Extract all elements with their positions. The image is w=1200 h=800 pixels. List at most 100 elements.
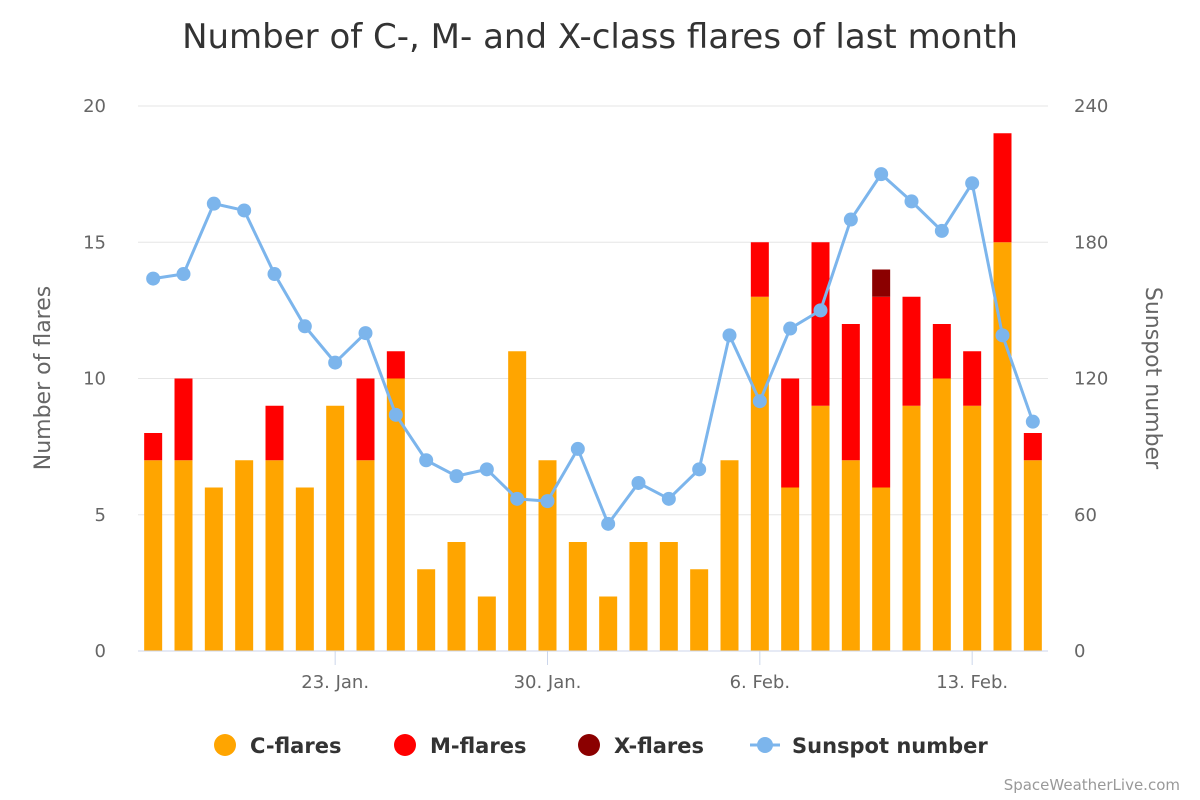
sunspot-point[interactable] <box>631 475 646 490</box>
x-tick-label: 23. Jan. <box>301 672 369 693</box>
c-flare-bar[interactable] <box>326 405 345 651</box>
legend-marker <box>757 737 773 753</box>
m-flare-bar[interactable] <box>993 133 1012 243</box>
m-flare-bar[interactable] <box>872 296 891 488</box>
sunspot-point[interactable] <box>540 494 555 509</box>
m-flare-bar[interactable] <box>386 351 405 379</box>
c-flare-bar[interactable] <box>599 596 618 652</box>
m-flare-bar[interactable] <box>781 378 800 488</box>
legend-c-flares[interactable]: C-flares <box>214 734 341 758</box>
legend-sunspot[interactable]: Sunspot number <box>750 734 988 758</box>
c-flare-bar[interactable] <box>659 542 678 651</box>
right-tick-label: 60 <box>1074 505 1097 526</box>
flare-bars <box>144 133 1042 651</box>
c-flare-bar[interactable] <box>174 460 193 651</box>
c-flare-bar[interactable] <box>811 405 830 651</box>
sunspot-point[interactable] <box>570 441 585 456</box>
x-axis: 23. Jan. 30. Jan. 6. Feb. 13. Feb. <box>138 650 1048 693</box>
sunspot-point[interactable] <box>752 394 767 409</box>
c-flare-bar[interactable] <box>902 405 921 651</box>
right-tick-label: 180 <box>1074 232 1108 253</box>
c-flare-bar[interactable] <box>1023 460 1042 651</box>
sunspot-point[interactable] <box>965 176 980 191</box>
sunspot-point[interactable] <box>176 267 191 282</box>
sunspot-point[interactable] <box>934 223 949 238</box>
c-flare-bar[interactable] <box>690 569 709 651</box>
c-flare-bar[interactable] <box>750 296 769 651</box>
sunspot-point[interactable] <box>449 469 464 484</box>
sunspot-point[interactable] <box>661 491 676 506</box>
legend-marker <box>578 734 600 756</box>
m-flare-bar[interactable] <box>144 433 163 461</box>
m-flare-bar[interactable] <box>902 296 921 406</box>
legend-label: M-flares <box>430 734 526 758</box>
sunspot-point[interactable] <box>995 328 1010 343</box>
sunspot-point[interactable] <box>146 271 161 286</box>
x-tick-label: 6. Feb. <box>730 672 791 693</box>
sunspot-point[interactable] <box>297 319 312 334</box>
sunspot-point[interactable] <box>874 167 889 182</box>
x-tick-label: 13. Feb. <box>936 672 1008 693</box>
sunspot-point[interactable] <box>479 462 494 477</box>
c-flare-bar[interactable] <box>204 487 223 652</box>
c-flare-bar[interactable] <box>963 405 982 651</box>
sunspot-point[interactable] <box>237 203 252 218</box>
m-flare-bar[interactable] <box>750 242 769 297</box>
m-flare-bar[interactable] <box>356 378 375 461</box>
gridlines <box>138 105 1048 516</box>
sunspot-point[interactable] <box>783 321 798 336</box>
sunspot-point[interactable] <box>843 212 858 227</box>
c-flare-bar[interactable] <box>447 542 466 651</box>
c-flare-bar[interactable] <box>295 487 314 652</box>
left-tick-label: 10 <box>83 369 106 390</box>
c-flare-bar[interactable] <box>872 487 891 652</box>
credits[interactable]: SpaceWeatherLive.com <box>1004 776 1180 794</box>
c-flare-bar[interactable] <box>356 460 375 651</box>
sunspot-point[interactable] <box>722 328 737 343</box>
c-flare-bar[interactable] <box>265 460 284 651</box>
sunspot-line-path <box>152 172 1035 526</box>
sunspot-point[interactable] <box>206 196 221 211</box>
c-flare-bar[interactable] <box>386 378 405 652</box>
sunspot-line <box>146 167 1040 531</box>
m-flare-bar[interactable] <box>841 324 860 461</box>
m-flare-bar[interactable] <box>265 405 284 461</box>
sunspot-point[interactable] <box>358 326 373 341</box>
m-flare-bar[interactable] <box>174 378 193 461</box>
c-flare-bar[interactable] <box>477 596 496 652</box>
c-flare-bar[interactable] <box>629 542 648 651</box>
left-tick-label: 0 <box>95 641 106 662</box>
c-flare-bar[interactable] <box>932 378 951 652</box>
c-flare-bar[interactable] <box>841 460 860 651</box>
legend-m-flares[interactable]: M-flares <box>394 734 526 758</box>
m-flare-bar[interactable] <box>1023 433 1042 461</box>
sunspot-point[interactable] <box>419 453 434 468</box>
sunspot-point[interactable] <box>510 491 525 506</box>
x-tick-label: 30. Jan. <box>514 672 582 693</box>
c-flare-bar[interactable] <box>235 460 254 651</box>
sunspot-point[interactable] <box>601 516 616 531</box>
sunspot-point[interactable] <box>692 462 707 477</box>
sunspot-point[interactable] <box>1025 414 1040 429</box>
c-flare-bar[interactable] <box>538 460 557 651</box>
legend-x-flares[interactable]: X-flares <box>578 734 704 758</box>
right-axis-ticks: 0 60 120 180 240 <box>1074 96 1108 662</box>
sunspot-point[interactable] <box>904 194 919 209</box>
c-flare-bar[interactable] <box>781 487 800 652</box>
m-flare-bar[interactable] <box>932 324 951 379</box>
sunspot-point[interactable] <box>328 355 343 370</box>
m-flare-bar[interactable] <box>811 242 830 406</box>
x-flare-bar[interactable] <box>872 269 891 297</box>
m-flare-bar[interactable] <box>963 351 982 406</box>
c-flare-bar[interactable] <box>144 460 163 651</box>
left-tick-label: 5 <box>95 505 106 526</box>
sunspot-point[interactable] <box>388 407 403 422</box>
legend[interactable]: C-flares M-flares X-flares Sunspot number <box>214 734 988 758</box>
c-flare-bar[interactable] <box>720 460 739 651</box>
c-flare-bar[interactable] <box>417 569 436 651</box>
sunspot-point[interactable] <box>267 267 282 282</box>
c-flare-bar[interactable] <box>568 542 587 651</box>
sunspot-point[interactable] <box>813 303 828 318</box>
legend-label: X-flares <box>614 734 704 758</box>
